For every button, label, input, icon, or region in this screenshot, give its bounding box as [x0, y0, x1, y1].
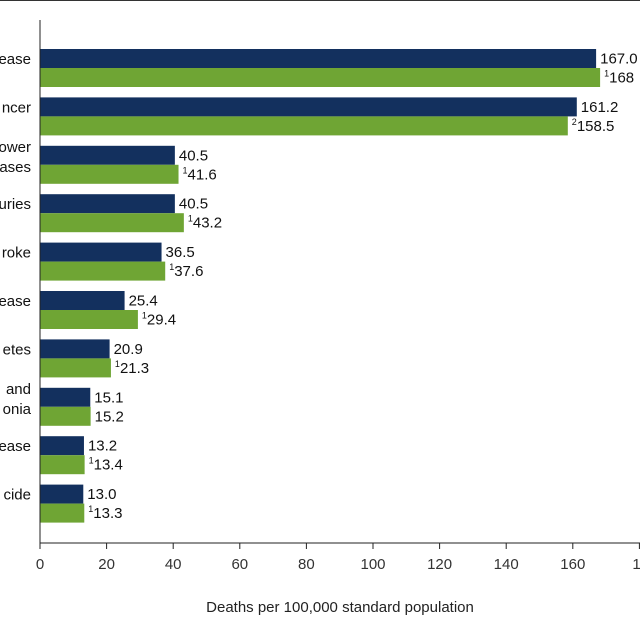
category-label-5: ease	[0, 293, 31, 310]
x-tick-label-3: 60	[231, 556, 248, 573]
x-axis-title: Deaths per 100,000 standard population	[206, 599, 474, 616]
category-label-6: etes	[3, 341, 31, 358]
value-label-s1-5: 129.4	[142, 311, 176, 329]
bar-s0-5	[40, 291, 125, 310]
x-tick-label-9: 18	[632, 556, 640, 573]
bar-s1-9	[40, 503, 85, 523]
bar-s0-2	[40, 145, 175, 165]
bar-s1-3	[40, 213, 184, 233]
x-tick-label-8: 160	[560, 556, 585, 573]
value-label-s0-4: 36.5	[166, 244, 195, 261]
value-label-s0-7: 15.1	[94, 389, 123, 406]
bar-s0-4	[40, 242, 162, 262]
value-label-s1-4: 137.6	[169, 262, 203, 280]
category-label-2-line-1: ases	[0, 159, 31, 176]
category-label-1: ncer	[2, 99, 31, 116]
value-label-s0-0: 167.0	[600, 51, 638, 68]
value-label-s1-9: 113.3	[88, 504, 122, 522]
category-label-2-line-0: ower	[0, 139, 31, 156]
bar-s1-2	[40, 164, 179, 184]
x-tick-label-2: 40	[165, 556, 182, 573]
value-labels-group: 167.01168161.22158.540.5141.640.5143.236…	[87, 51, 637, 523]
value-label-s1-1: 2158.5	[572, 117, 615, 135]
category-label-9: cide	[3, 487, 31, 504]
bar-s1-5	[40, 310, 138, 329]
value-label-s1-7: 15.2	[95, 408, 124, 425]
x-tick-label-1: 20	[98, 556, 115, 573]
value-label-s0-8: 13.2	[88, 438, 117, 455]
x-ticks-group: 0 20 40 60 80 100 120 140 160 18	[36, 543, 640, 573]
value-label-s0-5: 25.4	[129, 293, 158, 310]
x-tick-label-7: 140	[494, 556, 519, 573]
bars-group	[40, 49, 601, 523]
value-label-s0-2: 40.5	[179, 147, 208, 164]
x-tick-label-6: 120	[427, 556, 452, 573]
category-label-3: uries	[0, 196, 31, 213]
value-label-s0-6: 20.9	[114, 341, 143, 358]
top-border	[0, 0, 640, 1]
bar-s0-7	[40, 387, 91, 407]
bar-s0-6	[40, 339, 110, 359]
x-tick-label-4: 80	[298, 556, 315, 573]
value-label-s1-0: 1168	[604, 69, 634, 87]
x-tick-label-5: 100	[360, 556, 385, 573]
category-label-0: ease	[0, 51, 31, 68]
value-label-s1-6: 121.3	[115, 359, 149, 377]
category-labels-group: ease ncer ower ases uries roke ease etes and onia…	[0, 51, 32, 504]
bar-s0-8	[40, 436, 84, 456]
value-label-s1-8: 113.4	[89, 456, 123, 474]
value-label-s0-3: 40.5	[179, 196, 208, 213]
value-label-s0-9: 13.0	[87, 486, 116, 503]
value-label-s1-3: 143.2	[188, 214, 222, 232]
value-label-s0-1: 161.2	[581, 99, 619, 116]
category-label-4: roke	[2, 245, 31, 262]
bar-s0-3	[40, 194, 175, 214]
bar-s0-1	[40, 97, 577, 117]
value-label-s1-2: 141.6	[183, 165, 217, 183]
bar-s1-6	[40, 358, 111, 378]
category-label-8: ease	[0, 438, 31, 455]
bar-s1-1	[40, 116, 568, 136]
x-tick-label-0: 0	[36, 556, 44, 573]
bar-s1-4	[40, 261, 166, 281]
bar-s1-0	[40, 68, 601, 87]
bar-s1-7	[40, 406, 91, 426]
bar-s0-0	[40, 49, 597, 68]
bar-s1-8	[40, 455, 85, 475]
category-label-7-line-0: and	[6, 381, 31, 398]
bar-s0-9	[40, 484, 84, 504]
category-label-7-line-1: onia	[3, 401, 32, 418]
